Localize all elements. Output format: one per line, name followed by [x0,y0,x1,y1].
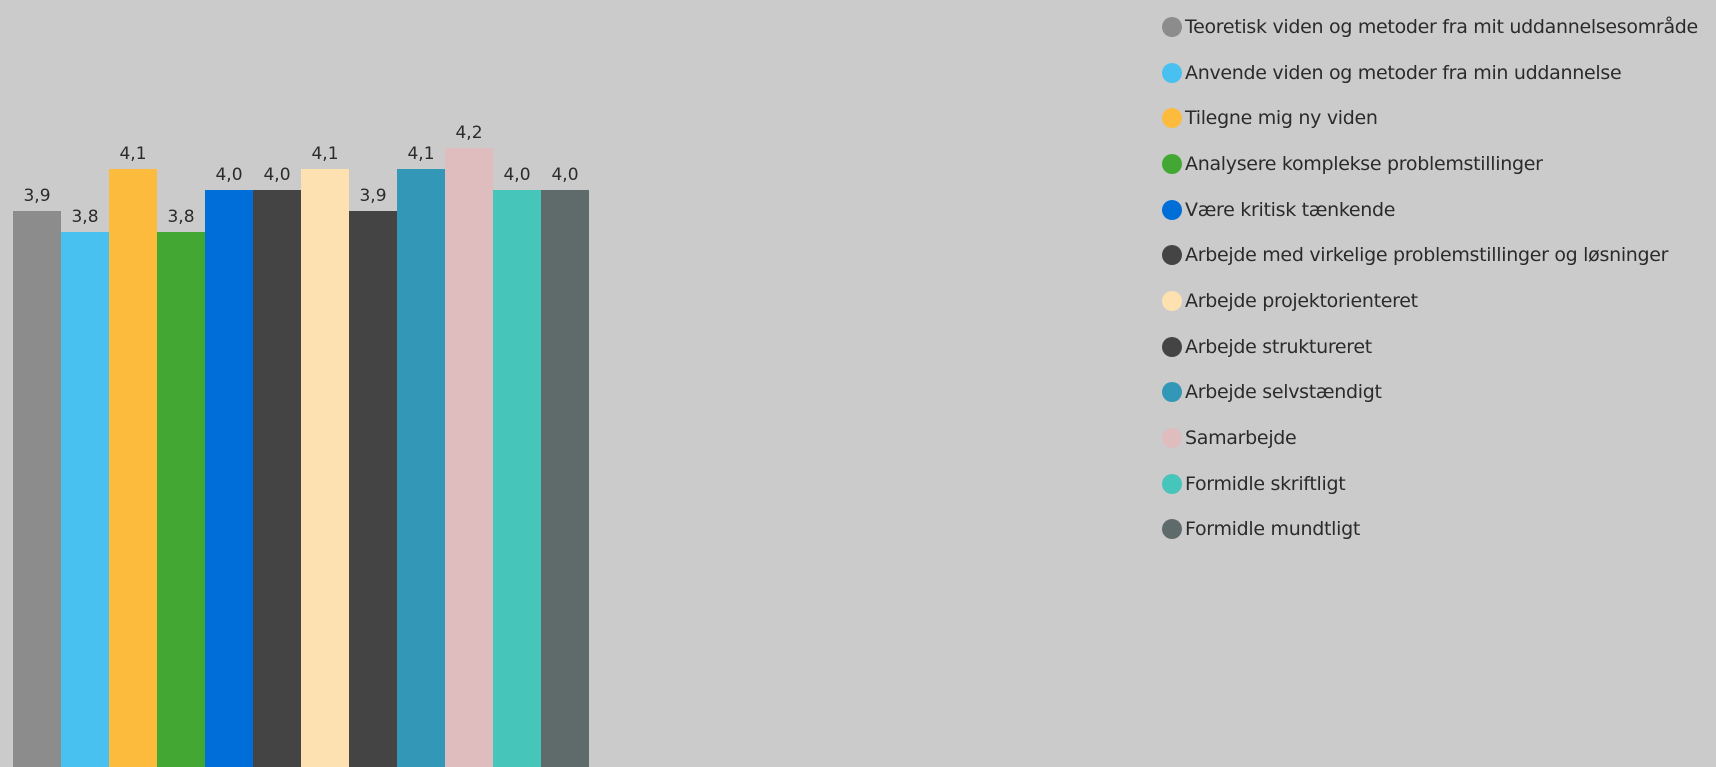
legend-label: Tilegne mig ny viden [1185,107,1378,130]
legend-label: Arbejde struktureret [1185,335,1372,358]
legend-item[interactable]: Arbejde projektorienteret [1162,278,1716,324]
bar-9 [397,169,445,767]
data-label-12: 4,0 [551,165,578,185]
legend-label: Samarbejde [1185,427,1297,450]
bar-4 [157,232,205,767]
legend-label: Teoretisk viden og metoder fra mit uddan… [1185,15,1698,38]
bar-11 [493,190,541,767]
legend-item[interactable]: Anvende viden og metoder fra min uddanne… [1162,50,1716,96]
bar-2 [61,232,109,767]
bar-8 [349,211,397,767]
data-label-7: 4,1 [311,144,338,164]
legend-swatch-icon [1162,290,1182,311]
bar-1 [13,211,61,767]
data-label-11: 4,0 [503,165,530,185]
bar-3 [109,169,157,767]
legend-item[interactable]: Teoretisk viden og metoder fra mit uddan… [1162,4,1716,50]
data-label-2: 3,8 [71,207,98,227]
legend-item[interactable]: Samarbejde [1162,415,1716,461]
data-label-3: 4,1 [119,144,146,164]
legend-item[interactable]: Arbejde struktureret [1162,324,1716,370]
legend-swatch-icon [1162,245,1182,266]
bar-5 [205,190,253,767]
legend-label: Formidle skriftligt [1185,472,1346,495]
legend-swatch-icon [1162,428,1182,449]
legend-item[interactable]: Være kritisk tænkende [1162,187,1716,233]
legend-label: Formidle mundtligt [1185,518,1360,541]
data-label-4: 3,8 [167,207,194,227]
legend-item[interactable]: Arbejde selvstændigt [1162,370,1716,416]
bar-6 [253,190,301,767]
legend-swatch-icon [1162,519,1182,540]
data-label-8: 3,9 [359,186,386,206]
bar-10 [445,148,493,767]
data-label-5: 4,0 [215,165,242,185]
data-label-1: 3,9 [23,186,50,206]
legend-swatch-icon [1162,108,1182,129]
legend-item[interactable]: Formidle mundtligt [1162,507,1716,553]
legend-swatch-icon [1162,62,1182,83]
legend-swatch-icon [1162,473,1182,494]
bar-12 [541,190,589,767]
legend-item[interactable]: Formidle skriftligt [1162,461,1716,507]
data-label-6: 4,0 [263,165,290,185]
bar-7 [301,169,349,767]
legend-item[interactable]: Tilegne mig ny viden [1162,95,1716,141]
legend-swatch-icon [1162,16,1182,37]
legend-label: Arbejde selvstændigt [1185,381,1382,404]
data-label-10: 4,2 [455,123,482,143]
legend-label: Være kritisk tænkende [1185,198,1396,221]
legend-label: Anvende viden og metoder fra min uddanne… [1185,61,1622,84]
legend: Teoretisk viden og metoder fra mit uddan… [1162,4,1716,552]
legend-item[interactable]: Arbejde med virkelige problemstillinger … [1162,232,1716,278]
legend-swatch-icon [1162,153,1182,174]
legend-swatch-icon [1162,336,1182,357]
legend-label: Arbejde projektorienteret [1185,289,1418,312]
legend-item[interactable]: Analysere komplekse problemstillinger [1162,141,1716,187]
legend-swatch-icon [1162,199,1182,220]
legend-swatch-icon [1162,382,1182,403]
legend-label: Analysere komplekse problemstillinger [1185,152,1543,175]
data-label-9: 4,1 [407,144,434,164]
legend-label: Arbejde med virkelige problemstillinger … [1185,244,1669,267]
